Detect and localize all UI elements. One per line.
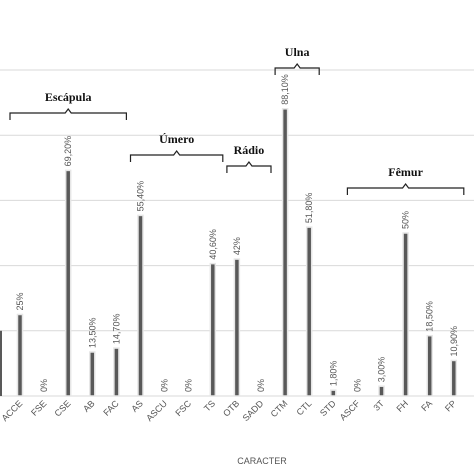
- bars: [16, 108, 458, 397]
- data-label-fse: 0%: [39, 379, 49, 392]
- data-label-ab: 13,50%: [87, 317, 97, 348]
- bracket-acce: [9, 108, 127, 120]
- x-axis-title: CARACTER: [237, 456, 287, 466]
- data-label-sadd: 0%: [256, 379, 266, 392]
- data-label-std: 1,80%: [328, 361, 338, 387]
- x-tick-sadd: SADD: [241, 398, 266, 423]
- data-label-fa: 18,50%: [425, 301, 435, 332]
- x-tick-fp: FP: [443, 398, 458, 413]
- bar-cse: [64, 169, 72, 397]
- group-label-otb: Rádio: [234, 143, 265, 157]
- x-tick-otb: OTB: [221, 398, 241, 418]
- bar-fp: [450, 359, 458, 397]
- x-tick-ts: TS: [202, 398, 217, 413]
- x-tick-ctm: CTM: [269, 398, 290, 419]
- group-label-ascf: Fêmur: [388, 165, 423, 179]
- bracket-otb: [226, 161, 272, 173]
- bar-as: [137, 214, 144, 397]
- data-label-fac: 14,70%: [111, 314, 121, 345]
- data-label-ascu: 0%: [160, 379, 170, 392]
- data-label-ctm: 88,10%: [280, 74, 290, 105]
- x-tick-fsc: FSC: [173, 398, 193, 418]
- x-tick-std: STD: [318, 398, 338, 418]
- data-label-fh: 50%: [401, 211, 411, 229]
- x-tick-ascf: ASCF: [338, 398, 362, 422]
- x-tick-ab: AB: [81, 398, 97, 414]
- x-tick-ctl: CTL: [295, 398, 314, 417]
- data-label-fp: 10,90%: [449, 326, 459, 357]
- x-tick-3t: 3T: [371, 398, 386, 413]
- x-tick-as: AS: [129, 398, 145, 414]
- bar-otb: [233, 258, 241, 397]
- data-label-ctl: 51,80%: [304, 193, 314, 224]
- data-label-ascf: 0%: [352, 379, 362, 392]
- bar-ctm: [281, 108, 289, 397]
- data-label-acce: 25%: [15, 292, 25, 310]
- bar-ab: [89, 351, 96, 397]
- bar-ctl: [305, 226, 313, 397]
- x-tick-fh: FH: [394, 398, 410, 414]
- data-label-3t: 3,00%: [377, 357, 387, 383]
- x-tick-fse: FSE: [29, 398, 48, 417]
- bar-fa: [426, 334, 433, 397]
- bar-fh: [402, 232, 409, 397]
- bar-3t: [378, 385, 385, 397]
- x-tick-acce: ACCE: [0, 398, 24, 423]
- group-label-as: Úmero: [159, 132, 194, 146]
- data-label-fsc: 0%: [184, 379, 194, 392]
- x-tick-cse: CSE: [52, 398, 72, 418]
- x-tick-fa: FA: [419, 398, 434, 413]
- x-tick-ascu: ASCU: [144, 398, 169, 423]
- bracket-ascf: [346, 183, 465, 195]
- bar-ts: [209, 262, 217, 397]
- data-label-otb: 42%: [232, 237, 242, 255]
- bar-acce: [16, 313, 24, 397]
- x-tick-fac: FAC: [101, 398, 121, 418]
- data-label-as: 55,40%: [136, 181, 146, 212]
- partial-bar: [0, 330, 2, 396]
- bracket-ctm: [274, 63, 320, 75]
- group-label-acce: Escápula: [45, 90, 92, 104]
- group-brackets: Escápula Úmero Rádio Ulna Fêmur: [9, 45, 465, 195]
- group-label-ctm: Ulna: [285, 45, 310, 59]
- data-label-cse: 69,20%: [63, 136, 73, 167]
- bracket-as: [129, 150, 224, 162]
- bar-fac: [113, 347, 120, 397]
- x-tick-labels: ACCE FSE CSE AB FAC AS ASCU FSC TS OTB SADD CTM CTL S…: [0, 398, 458, 423]
- bar-std: [330, 389, 337, 397]
- partial-leftmost-bar: [0, 330, 2, 396]
- data-label-ts: 40,60%: [208, 229, 218, 260]
- data-labels: 25% 0% 69,20% 13,50% 14,70% 55,40% 0% 0% 40,60% 4…: [15, 74, 459, 392]
